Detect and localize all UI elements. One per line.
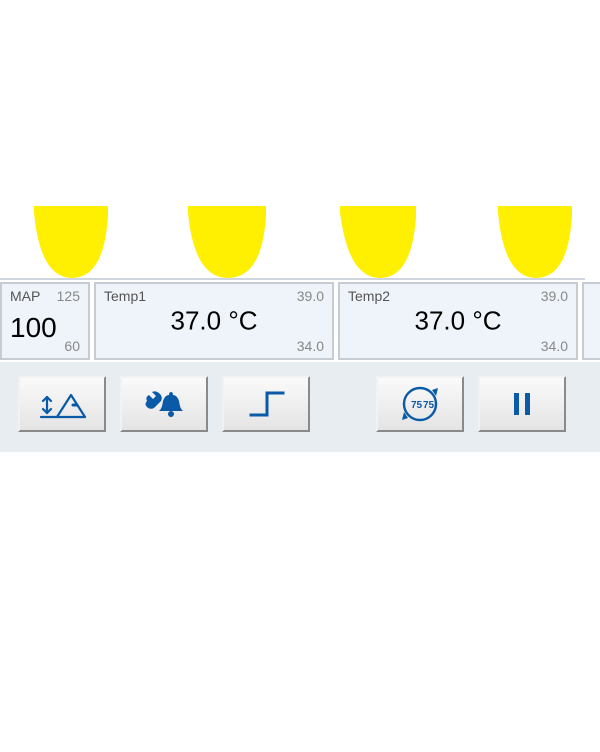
panel-map-value: 100 <box>10 312 57 344</box>
panel-temp1[interactable]: Temp1 39.0 37.0 °C 34.0 <box>94 282 334 360</box>
step-button[interactable] <box>222 376 310 432</box>
alarm-limits-icon <box>37 387 87 421</box>
cycle-left-num: 75 <box>411 400 423 411</box>
panel-temp1-value: 37.0 °C <box>170 306 257 337</box>
panel-temp1-label: Temp1 <box>104 288 146 304</box>
panel-temp1-upper: 39.0 <box>297 288 324 304</box>
panel-stub[interactable] <box>582 282 600 360</box>
waveform-chart <box>0 206 585 278</box>
pause-button[interactable] <box>478 376 566 432</box>
waveform-path <box>0 206 585 278</box>
panel-temp2-label: Temp2 <box>348 288 390 304</box>
waveform-divider <box>0 278 585 280</box>
cycle-right-num: 75 <box>423 400 435 411</box>
alarm-limits-button[interactable] <box>18 376 106 432</box>
screen-root: MAP 125 100 60 Temp1 39.0 37.0 °C 34.0 T… <box>0 0 600 752</box>
pause-icon <box>507 389 537 419</box>
panel-map-lower: 60 <box>64 338 80 354</box>
panel-temp2-lower: 34.0 <box>541 338 568 354</box>
panel-map[interactable]: MAP 125 100 60 <box>0 282 90 360</box>
panel-temp2[interactable]: Temp2 39.0 37.0 °C 34.0 <box>338 282 578 360</box>
alarm-setup-button[interactable] <box>120 376 208 432</box>
cycle-icon: 75 75 <box>392 384 448 424</box>
panel-map-label: MAP <box>10 288 40 304</box>
cycle-button[interactable]: 75 75 <box>376 376 464 432</box>
panel-map-upper: 125 <box>57 288 80 304</box>
panel-temp2-value: 37.0 °C <box>414 306 501 337</box>
panel-temp2-upper: 39.0 <box>541 288 568 304</box>
alarm-setup-icon <box>139 387 189 421</box>
button-bar: 75 75 <box>0 376 600 436</box>
waveform-strip <box>0 206 585 278</box>
step-icon <box>241 387 291 421</box>
readout-row: MAP 125 100 60 Temp1 39.0 37.0 °C 34.0 T… <box>0 282 600 362</box>
panel-temp1-lower: 34.0 <box>297 338 324 354</box>
